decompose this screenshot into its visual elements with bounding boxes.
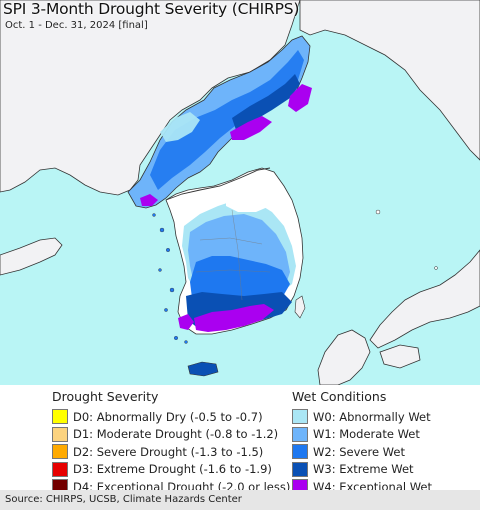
legend-item-w0: W0: Abnormally Wet	[292, 408, 432, 426]
map-subtitle: Oct. 1 - Dec. 31, 2024 [final]	[5, 20, 148, 31]
china-landmass	[0, 0, 301, 196]
sk-exceptional-wet-southwest	[178, 314, 194, 330]
legend-swatch	[292, 461, 308, 477]
legend-swatch	[52, 426, 68, 442]
legend-item-d3: D3: Extreme Drought (-1.6 to -1.9)	[52, 461, 290, 479]
legend-label: W3: Extreme Wet	[313, 462, 414, 477]
sk-exceptional-wet-south	[194, 304, 274, 332]
source-credit: Source: CHIRPS, UCSB, Climate Hazards Ce…	[0, 490, 480, 510]
small-island	[434, 266, 438, 270]
legend-label: D0: Abnormally Dry (-0.5 to -0.7)	[73, 409, 263, 424]
tsushima-island	[294, 295, 306, 319]
legend-item-w2: W2: Severe Wet	[292, 443, 432, 461]
legend-label: W1: Moderate Wet	[313, 427, 420, 442]
legend-item-d1: D1: Moderate Drought (-0.8 to -1.2)	[52, 426, 290, 444]
nk-exceptional-wet-coast	[230, 116, 272, 140]
legend-label: D3: Extreme Drought (-1.6 to -1.9)	[73, 462, 272, 477]
map-canvas	[0, 0, 480, 385]
nk-extreme-wet	[232, 74, 300, 130]
legend-swatch	[292, 409, 308, 425]
legend-item-d0: D0: Abnormally Dry (-0.5 to -0.7)	[52, 408, 290, 426]
japan-honshu	[369, 249, 480, 349]
nk-severe-wet	[150, 50, 304, 190]
nk-abnormal-wet	[160, 112, 200, 142]
wet-legend-title: Wet Conditions	[292, 389, 387, 404]
legend-item-w3: W3: Extreme Wet	[292, 461, 432, 479]
legend-swatch	[52, 409, 68, 425]
legend-swatch	[52, 444, 68, 460]
drought-map	[0, 0, 480, 385]
jeju-island	[187, 361, 219, 377]
province-lines	[195, 209, 271, 301]
legend: Drought Severity D0: Abnormally Dry (-0.…	[0, 385, 480, 495]
legend-label: W2: Severe Wet	[313, 444, 405, 459]
dmz-border	[165, 167, 271, 201]
legend-label: D2: Severe Drought (-1.3 to -1.5)	[73, 444, 264, 459]
japan-kyushu	[317, 329, 371, 385]
sk-white-patch	[226, 190, 270, 212]
wet-legend: Wet Conditions W0: Abnormally Wet W1: Mo…	[292, 389, 432, 496]
drought-legend: Drought Severity D0: Abnormally Dry (-0.…	[52, 389, 290, 496]
japan-shikoku	[379, 344, 421, 369]
legend-label: D1: Moderate Drought (-0.8 to -1.2)	[73, 427, 279, 442]
legend-swatch	[52, 461, 68, 477]
legend-item-w1: W1: Moderate Wet	[292, 426, 432, 444]
nk-exceptional-wet-east	[288, 84, 312, 112]
drought-legend-title: Drought Severity	[52, 389, 159, 404]
nk-exceptional-wet-west	[140, 194, 158, 206]
legend-swatch	[292, 426, 308, 442]
legend-swatch	[292, 444, 308, 460]
russia-landmass	[299, 0, 480, 161]
legend-item-d2: D2: Severe Drought (-1.3 to -1.5)	[52, 443, 290, 461]
legend-label: W0: Abnormally Wet	[313, 409, 431, 424]
map-title: SPI 3-Month Drought Severity (CHIRPS)	[3, 0, 300, 18]
western-islands	[152, 213, 188, 344]
shandong-peninsula	[0, 237, 63, 276]
ulleung-island	[375, 209, 381, 215]
